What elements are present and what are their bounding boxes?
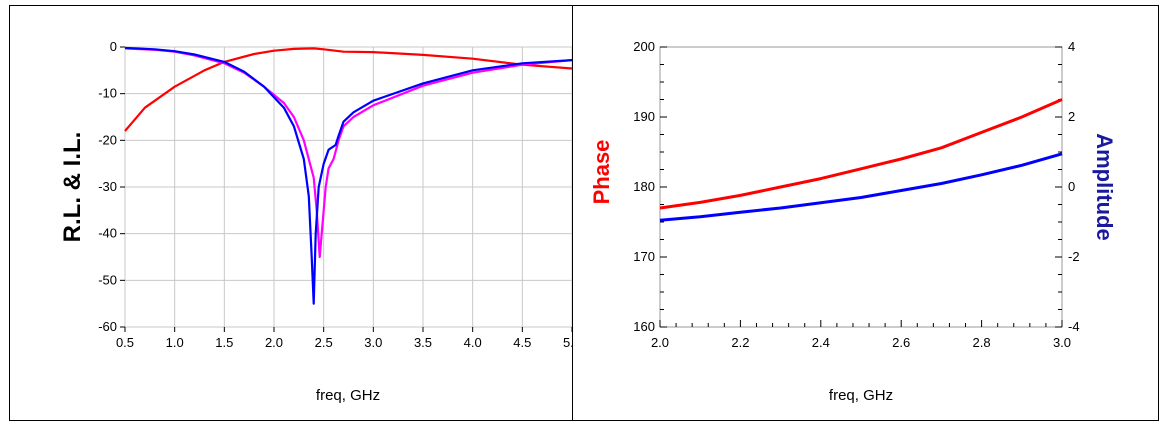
chart-return-insertion-loss: 0.5 1.0 1.5 2.0 2.5 3.0 3.5 4.0 4.5 5.0 0 -10 -20 -3… bbox=[59, 39, 572, 404]
panel-divider bbox=[572, 5, 573, 421]
x-tick-label: 4.0 bbox=[464, 335, 482, 350]
x-tick-label: 4.5 bbox=[513, 335, 531, 350]
series-line-3 bbox=[124, 46, 572, 305]
y-tick-label: -60 bbox=[98, 319, 117, 334]
y-tick-label: -50 bbox=[98, 272, 117, 287]
x-tick-label: 1.5 bbox=[215, 335, 233, 350]
figure-frame bbox=[9, 5, 1159, 421]
y-axis-label: R.L. & I.L. bbox=[59, 132, 86, 243]
ticks bbox=[120, 46, 572, 332]
x-tick-labels: 0.5 1.0 1.5 2.0 2.5 3.0 3.5 4.0 4.5 5.0 bbox=[116, 335, 572, 350]
series-line-2 bbox=[124, 47, 572, 259]
x-tick-label: 2.0 bbox=[265, 335, 283, 350]
y-tick-label: -30 bbox=[98, 179, 117, 194]
y-tick-label: 0 bbox=[110, 39, 117, 54]
x-tick-label: 3.5 bbox=[414, 335, 432, 350]
x-tick-label: 2.5 bbox=[315, 335, 333, 350]
x-tick-label: 3.0 bbox=[364, 335, 382, 350]
y-tick-label: -40 bbox=[98, 226, 117, 241]
x-axis-label: freq, GHz bbox=[316, 387, 380, 404]
grid bbox=[124, 46, 572, 328]
x-tick-label: 5.0 bbox=[563, 335, 572, 350]
x-tick-label: 1.0 bbox=[166, 335, 184, 350]
series-group bbox=[124, 46, 572, 305]
y-tick-labels: 0 -10 -20 -30 -40 -50 -60 bbox=[98, 39, 117, 334]
y-tick-label: -10 bbox=[98, 86, 117, 101]
series-line-1 bbox=[124, 47, 572, 132]
y-tick-label: -20 bbox=[98, 132, 117, 147]
x-tick-label: 0.5 bbox=[116, 335, 134, 350]
